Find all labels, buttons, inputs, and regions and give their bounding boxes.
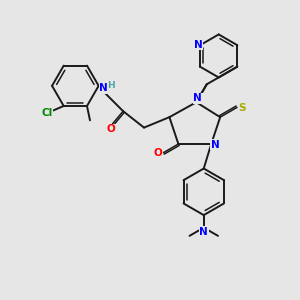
Text: S: S [238, 103, 246, 113]
Text: N: N [211, 140, 220, 150]
Text: O: O [154, 148, 163, 158]
Text: Cl: Cl [41, 108, 52, 118]
Text: N: N [200, 227, 208, 237]
Text: H: H [107, 81, 115, 90]
Text: N: N [194, 40, 203, 50]
Text: N: N [99, 83, 108, 93]
Text: N: N [194, 93, 202, 103]
Text: O: O [107, 124, 116, 134]
